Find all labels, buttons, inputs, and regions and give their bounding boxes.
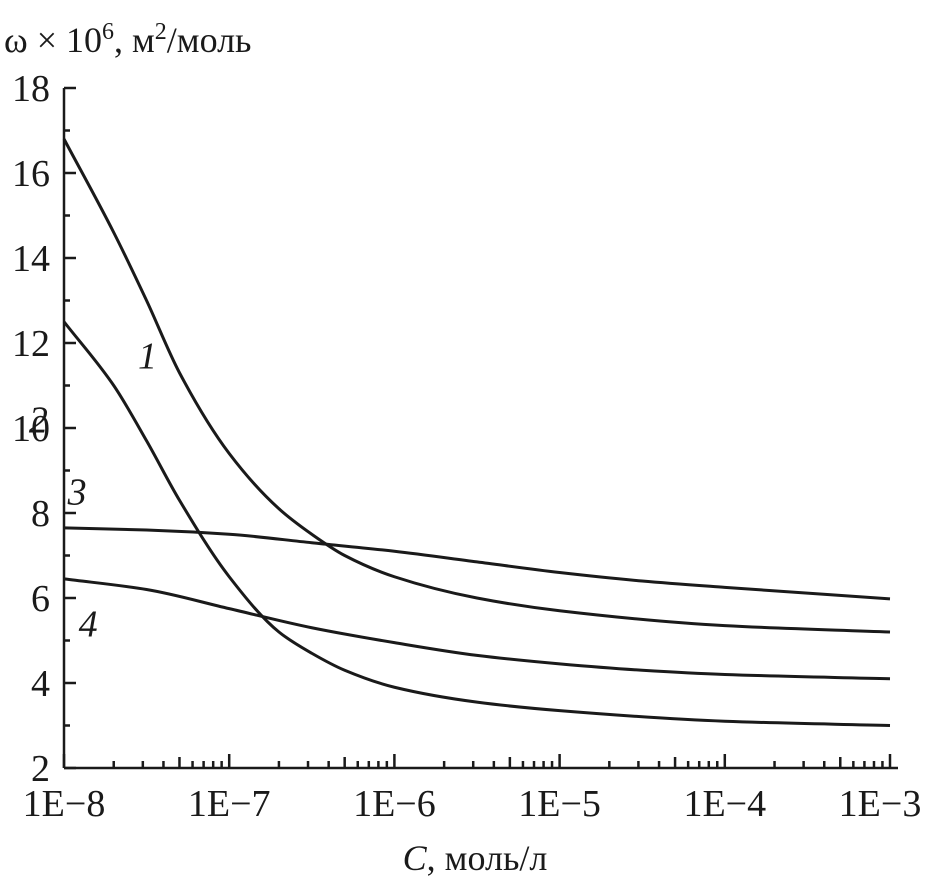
series-3-label: 3 <box>67 472 87 514</box>
axes <box>62 86 898 770</box>
y-tick-label: 4 <box>31 663 50 705</box>
x-axis-title: C, моль/л <box>403 838 548 878</box>
series-4-line <box>63 577 891 681</box>
series-1-label: 1 <box>138 336 157 378</box>
y-tick-label: 8 <box>31 493 50 535</box>
y-axis-title-exponent: 6 <box>102 19 114 45</box>
y-tick-label: 2 <box>31 748 50 790</box>
series-curves <box>62 138 891 727</box>
x-tick-label: 1E−8 <box>23 783 106 825</box>
y-axis-title-suffix: /моль <box>167 20 252 60</box>
series-1-line <box>62 138 891 634</box>
y-tick-label: 14 <box>12 238 50 280</box>
x-tick-label: 1E−7 <box>188 783 271 825</box>
x-tick-label: 1E−5 <box>518 783 601 825</box>
x-tick-label: 1E−4 <box>683 783 766 825</box>
series-labels: 1 23 4 <box>29 336 157 646</box>
y-tick-label: 18 <box>12 68 50 110</box>
x-tick-label: 1E−3 <box>839 783 922 825</box>
series-2-line <box>62 320 891 727</box>
series-3-line <box>63 526 891 601</box>
x-axis-title-unit: , моль/л <box>427 838 548 878</box>
y-tick-label: 12 <box>12 323 50 365</box>
y-axis-title-prefix: ω × 10 <box>4 20 102 60</box>
y-axis-title-unit: , м <box>114 20 155 60</box>
y-axis-title-unit-exponent: 2 <box>155 19 167 45</box>
x-tick-label: 1E−6 <box>353 783 436 825</box>
series-2-label: 2 <box>29 399 48 441</box>
x-tick-labels: 1E−8 1E−7 1E−6 1E−5 1E−4 1E−3 <box>23 783 922 825</box>
y-tick-labels: 2 4 6 8 10 12 14 16 18 <box>12 68 50 790</box>
y-tick-label: 6 <box>31 578 50 620</box>
y-axis-title: ω × 106, м2/моль <box>4 19 251 60</box>
y-tick-label: 16 <box>12 153 50 195</box>
y-tick-label: 10 <box>12 408 50 450</box>
series-4-label: 4 <box>79 603 98 645</box>
x-axis-title-variable: C <box>403 838 428 878</box>
